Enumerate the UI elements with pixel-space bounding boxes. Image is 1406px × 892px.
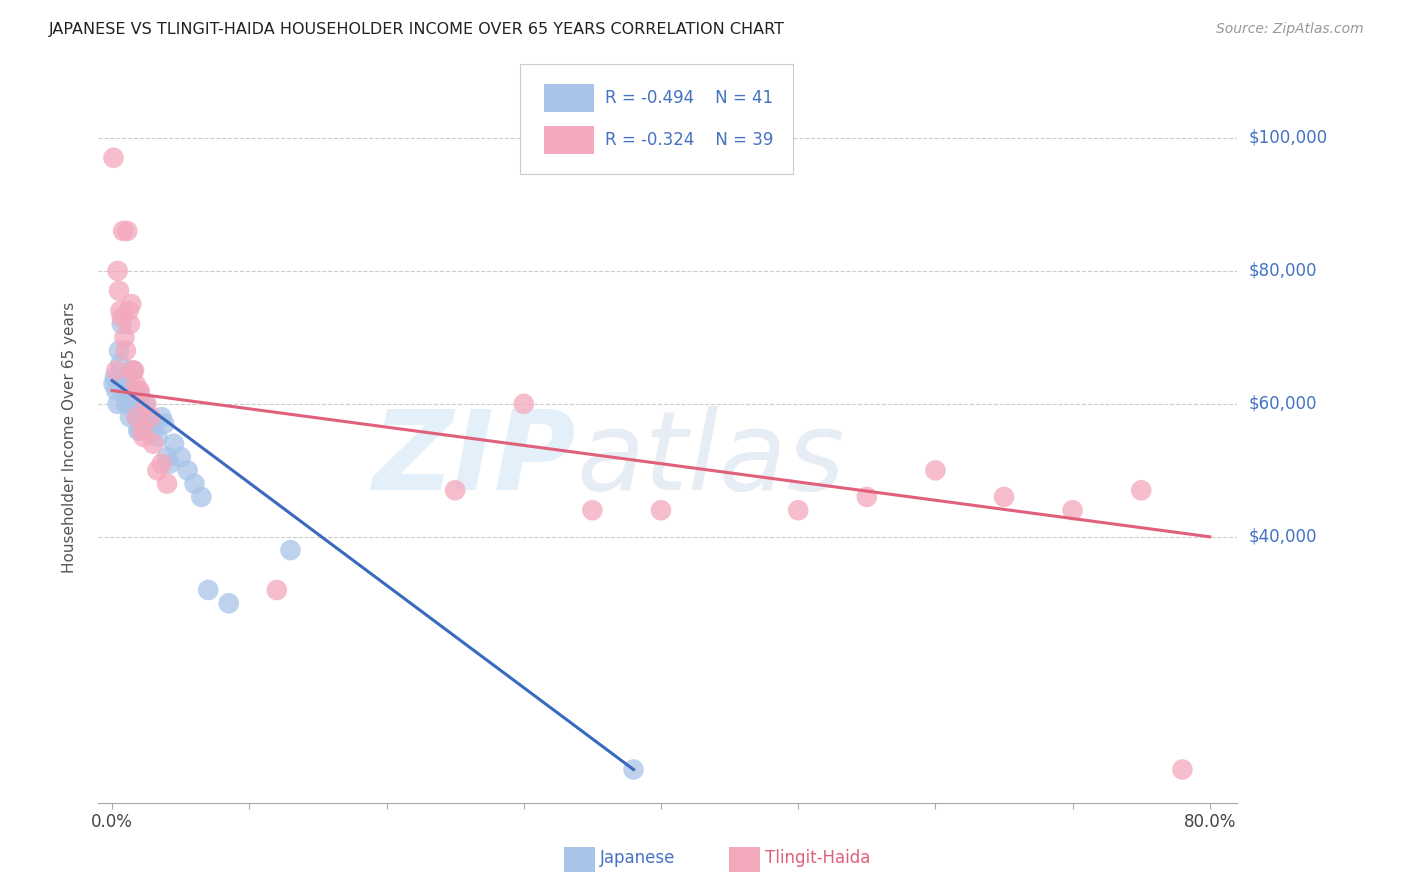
Text: $60,000: $60,000	[1249, 395, 1317, 413]
Point	[120, 384, 142, 398]
Point	[135, 410, 157, 425]
Text: $100,000: $100,000	[1249, 128, 1327, 147]
Text: Source: ZipAtlas.com: Source: ZipAtlas.com	[1216, 22, 1364, 37]
Point	[650, 503, 672, 517]
Point	[105, 363, 128, 377]
Point	[787, 503, 810, 517]
Point	[114, 330, 136, 344]
Point	[105, 384, 128, 398]
Point	[117, 390, 139, 404]
Point	[176, 463, 198, 477]
Point	[104, 370, 127, 384]
Point	[108, 343, 131, 358]
Point	[856, 490, 879, 504]
FancyBboxPatch shape	[544, 126, 593, 153]
Point	[924, 463, 946, 477]
Point	[117, 303, 139, 318]
Point	[163, 436, 186, 450]
Text: $80,000: $80,000	[1249, 262, 1317, 280]
Point	[153, 417, 176, 431]
FancyBboxPatch shape	[730, 847, 761, 871]
Point	[110, 357, 132, 371]
Point	[135, 397, 157, 411]
Point	[1171, 763, 1194, 777]
Point	[150, 410, 173, 425]
Text: R = -0.494    N = 41: R = -0.494 N = 41	[605, 89, 773, 107]
Point	[150, 457, 173, 471]
Point	[218, 596, 240, 610]
Point	[156, 450, 179, 464]
Point	[146, 430, 169, 444]
Point	[107, 264, 129, 278]
Point	[128, 424, 150, 438]
Point	[444, 483, 467, 498]
Point	[127, 424, 149, 438]
Point	[103, 376, 125, 391]
Point	[190, 490, 212, 504]
Point	[103, 151, 125, 165]
Point	[112, 370, 135, 384]
Point	[121, 363, 143, 377]
Point	[280, 543, 302, 558]
Text: R = -0.324    N = 39: R = -0.324 N = 39	[605, 131, 773, 149]
Point	[129, 390, 152, 404]
Point	[127, 384, 149, 398]
Point	[115, 397, 138, 411]
Point	[118, 410, 141, 425]
FancyBboxPatch shape	[520, 64, 793, 174]
Point	[134, 397, 156, 411]
Point	[131, 403, 153, 417]
Point	[124, 384, 146, 398]
Point	[170, 450, 193, 464]
Point	[197, 582, 219, 597]
Point	[108, 284, 131, 298]
Point	[125, 410, 148, 425]
Point	[183, 476, 205, 491]
Point	[111, 310, 134, 325]
FancyBboxPatch shape	[564, 847, 595, 871]
Point	[132, 430, 155, 444]
Text: ZIP: ZIP	[373, 406, 576, 513]
Point	[115, 376, 138, 391]
Point	[112, 224, 135, 238]
Point	[115, 343, 138, 358]
Point	[128, 384, 150, 398]
Point	[156, 476, 179, 491]
Point	[132, 417, 155, 431]
Point	[107, 397, 129, 411]
Point	[122, 363, 145, 377]
Y-axis label: Householder Income Over 65 years: Householder Income Over 65 years	[62, 301, 77, 573]
Point	[131, 424, 153, 438]
Point	[993, 490, 1015, 504]
Point	[266, 582, 288, 597]
Point	[122, 397, 145, 411]
Point	[110, 303, 132, 318]
Point	[138, 417, 160, 431]
Point	[142, 436, 165, 450]
Point	[139, 410, 162, 425]
Text: $40,000: $40,000	[1249, 528, 1317, 546]
Point	[581, 503, 603, 517]
Point	[142, 424, 165, 438]
Point	[111, 317, 134, 331]
Point	[1062, 503, 1084, 517]
Point	[121, 363, 143, 377]
Text: JAPANESE VS TLINGIT-HAIDA HOUSEHOLDER INCOME OVER 65 YEARS CORRELATION CHART: JAPANESE VS TLINGIT-HAIDA HOUSEHOLDER IN…	[49, 22, 785, 37]
Point	[120, 297, 142, 311]
Point	[125, 410, 148, 425]
Point	[118, 317, 141, 331]
Text: Japanese: Japanese	[599, 848, 675, 867]
Point	[1130, 483, 1153, 498]
Point	[159, 457, 181, 471]
FancyBboxPatch shape	[544, 84, 593, 112]
Point	[115, 224, 138, 238]
Point	[114, 384, 136, 398]
Text: Tlingit-Haida: Tlingit-Haida	[765, 848, 870, 867]
Point	[623, 763, 645, 777]
Point	[513, 397, 536, 411]
Point	[146, 463, 169, 477]
Point	[124, 376, 146, 391]
Text: atlas: atlas	[576, 406, 845, 513]
